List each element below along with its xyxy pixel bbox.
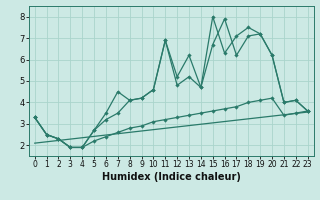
X-axis label: Humidex (Indice chaleur): Humidex (Indice chaleur) — [102, 172, 241, 182]
